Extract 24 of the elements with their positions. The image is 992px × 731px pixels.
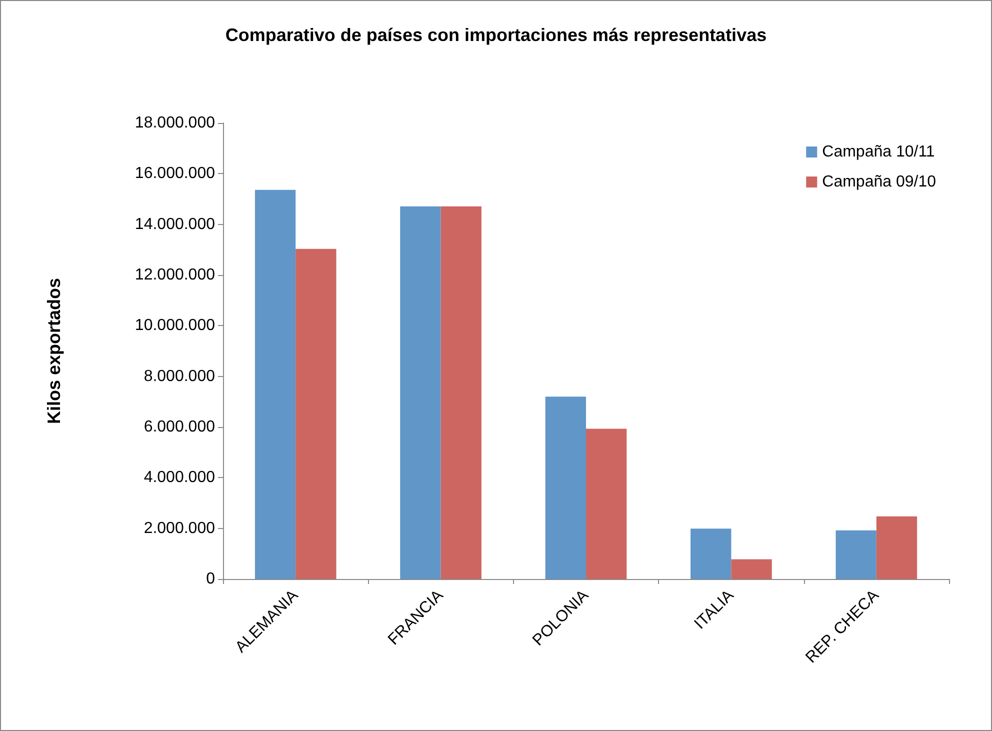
bar [440,206,482,579]
bar [836,530,876,579]
y-tick-label: 18.000.000 [134,114,216,132]
y-axis-title: Kilos exportados [44,278,64,424]
y-tick-label: 14.000.000 [134,216,216,233]
bar [586,428,627,579]
y-tick-label: 8.000.000 [144,368,216,385]
y-tick-label: 4.000.000 [144,469,216,486]
y-tick-label: 2.000.000 [144,520,216,537]
y-tick-label: 6.000.000 [144,418,216,436]
legend-label: Campaña 09/10 [822,174,936,190]
bar [400,206,441,579]
bar [296,248,336,579]
bar [731,559,772,579]
bar [876,516,918,579]
y-tick-label: 16.000.000 [134,165,216,182]
legend-label: Campaña 10/11 [822,144,935,160]
bar [690,528,732,579]
chart-title: Comparativo de países con importaciones más representativas [225,25,767,45]
bar [254,190,296,579]
y-tick-label: 0 [206,570,216,588]
y-tick-label: 10.000.000 [134,317,216,334]
bar [545,396,586,579]
y-tick-label: 12.000.000 [134,266,216,284]
